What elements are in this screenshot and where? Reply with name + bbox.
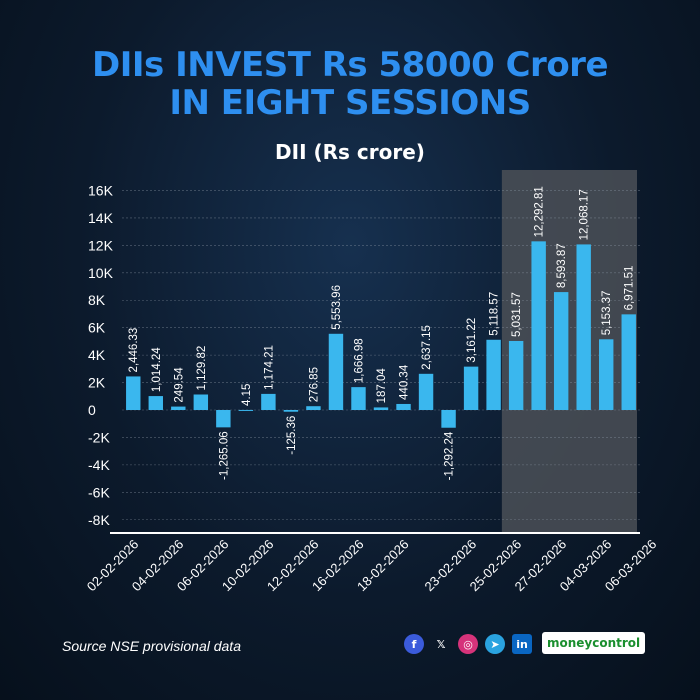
- bar: [126, 376, 141, 410]
- bar: [396, 403, 411, 410]
- bar: [283, 410, 299, 412]
- instagram-icon[interactable]: ◎: [458, 634, 478, 654]
- linkedin-icon[interactable]: in: [512, 634, 532, 654]
- bar: [171, 406, 186, 410]
- data-label: 1,174.21: [263, 345, 275, 390]
- data-label: 276.85: [308, 367, 320, 402]
- data-label: 249.54: [173, 367, 185, 403]
- bar: [148, 396, 163, 410]
- bar: [463, 366, 479, 410]
- highlight-box: [501, 170, 637, 532]
- data-label: 8,593.87: [556, 243, 568, 288]
- data-label: 2,637.15: [421, 325, 433, 370]
- bar: [373, 407, 389, 410]
- data-label: 3,161.22: [466, 318, 478, 363]
- data-label: 6,971.51: [624, 266, 636, 311]
- data-label: 5,031.57: [511, 292, 523, 337]
- y-tick-label: -4K: [88, 457, 110, 473]
- bar: [418, 373, 434, 410]
- y-tick-label: 4K: [88, 347, 106, 363]
- data-label: 187.04: [376, 368, 388, 404]
- telegram-icon[interactable]: ➤: [485, 634, 505, 654]
- data-label: 1,014.24: [151, 347, 163, 392]
- y-tick-label: 14K: [88, 210, 114, 226]
- data-label: -125.36: [286, 416, 298, 455]
- bar: [193, 394, 209, 410]
- bar: [531, 241, 546, 410]
- data-label: 2,446.33: [128, 328, 140, 373]
- chart-title: DIIs INVEST Rs 58000 Crore IN EIGHT SESS…: [0, 46, 700, 122]
- y-tick-label: 2K: [88, 375, 106, 391]
- social-icons: f 𝕏 ◎ ➤ in: [404, 634, 532, 654]
- data-label: 5,153.37: [601, 291, 613, 336]
- y-tick-label: -2K: [88, 429, 110, 445]
- data-label: 1,129.82: [196, 346, 208, 391]
- bar: [216, 410, 231, 428]
- facebook-icon[interactable]: f: [404, 634, 424, 654]
- y-tick-label: -8K: [88, 512, 110, 528]
- y-tick-label: -6K: [88, 484, 110, 500]
- y-tick-label: 10K: [88, 265, 114, 281]
- bar: [576, 244, 591, 410]
- bar: [441, 410, 456, 428]
- bar: [508, 340, 524, 410]
- data-label: 1,666.98: [353, 338, 365, 383]
- bar: [486, 339, 501, 410]
- title-line-1: DIIs INVEST Rs 58000 Crore: [91, 45, 609, 85]
- bar: [261, 393, 276, 410]
- bar: [553, 292, 569, 410]
- y-tick-label: 8K: [88, 292, 106, 308]
- data-label: 440.34: [399, 364, 411, 400]
- data-label: 12,292.81: [534, 186, 546, 237]
- data-label: -1,265.06: [218, 431, 230, 480]
- bar: [351, 387, 366, 410]
- y-tick-label: 0: [88, 402, 96, 418]
- data-label: 5,553.96: [331, 285, 343, 330]
- source-note: Source NSE provisional data: [62, 638, 241, 654]
- title-line-2: IN EIGHT SESSIONS: [169, 83, 531, 123]
- data-label: 4.15: [241, 384, 253, 406]
- chart-subtitle: DII (Rs crore): [275, 140, 425, 164]
- y-tick-label: 6K: [88, 320, 106, 336]
- bar: [621, 314, 636, 410]
- data-label: 12,068.17: [579, 189, 591, 240]
- brand-logo: moneycontrol: [542, 632, 646, 654]
- x-icon[interactable]: 𝕏: [436, 637, 446, 651]
- y-tick-label: 12K: [88, 237, 114, 253]
- data-label: -1,292.24: [444, 431, 456, 480]
- bar: [599, 339, 614, 410]
- bar: [238, 409, 254, 411]
- bar: [328, 333, 344, 410]
- data-label: 5,118.57: [489, 292, 501, 336]
- y-tick-label: 16K: [88, 182, 114, 198]
- bar: [306, 406, 321, 410]
